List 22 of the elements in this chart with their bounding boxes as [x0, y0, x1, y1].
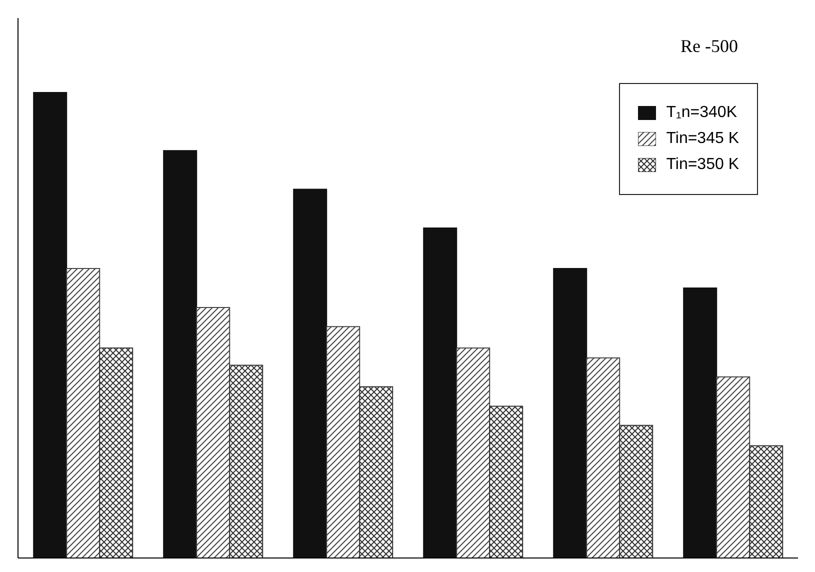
bar: [293, 188, 328, 558]
bar: [423, 227, 458, 558]
bar: [33, 92, 68, 558]
legend-label: Tin=345 K: [666, 130, 739, 148]
bar: [229, 364, 264, 558]
bar: [163, 150, 198, 558]
bar: [66, 268, 100, 558]
bar: [456, 348, 490, 558]
bar: [716, 376, 750, 558]
bar: [359, 386, 394, 558]
bar: [326, 326, 360, 558]
legend-label: Tin=350 K: [666, 156, 739, 174]
chart-title: Re -500: [680, 36, 738, 57]
bar: [586, 357, 620, 558]
legend-label: T₁n=340K: [666, 104, 737, 122]
bar: [99, 348, 134, 558]
bar: [683, 288, 718, 558]
bar: [553, 268, 588, 558]
bar: [619, 424, 654, 558]
bar: [749, 445, 784, 558]
bar: [489, 406, 524, 558]
bar: [196, 307, 230, 558]
